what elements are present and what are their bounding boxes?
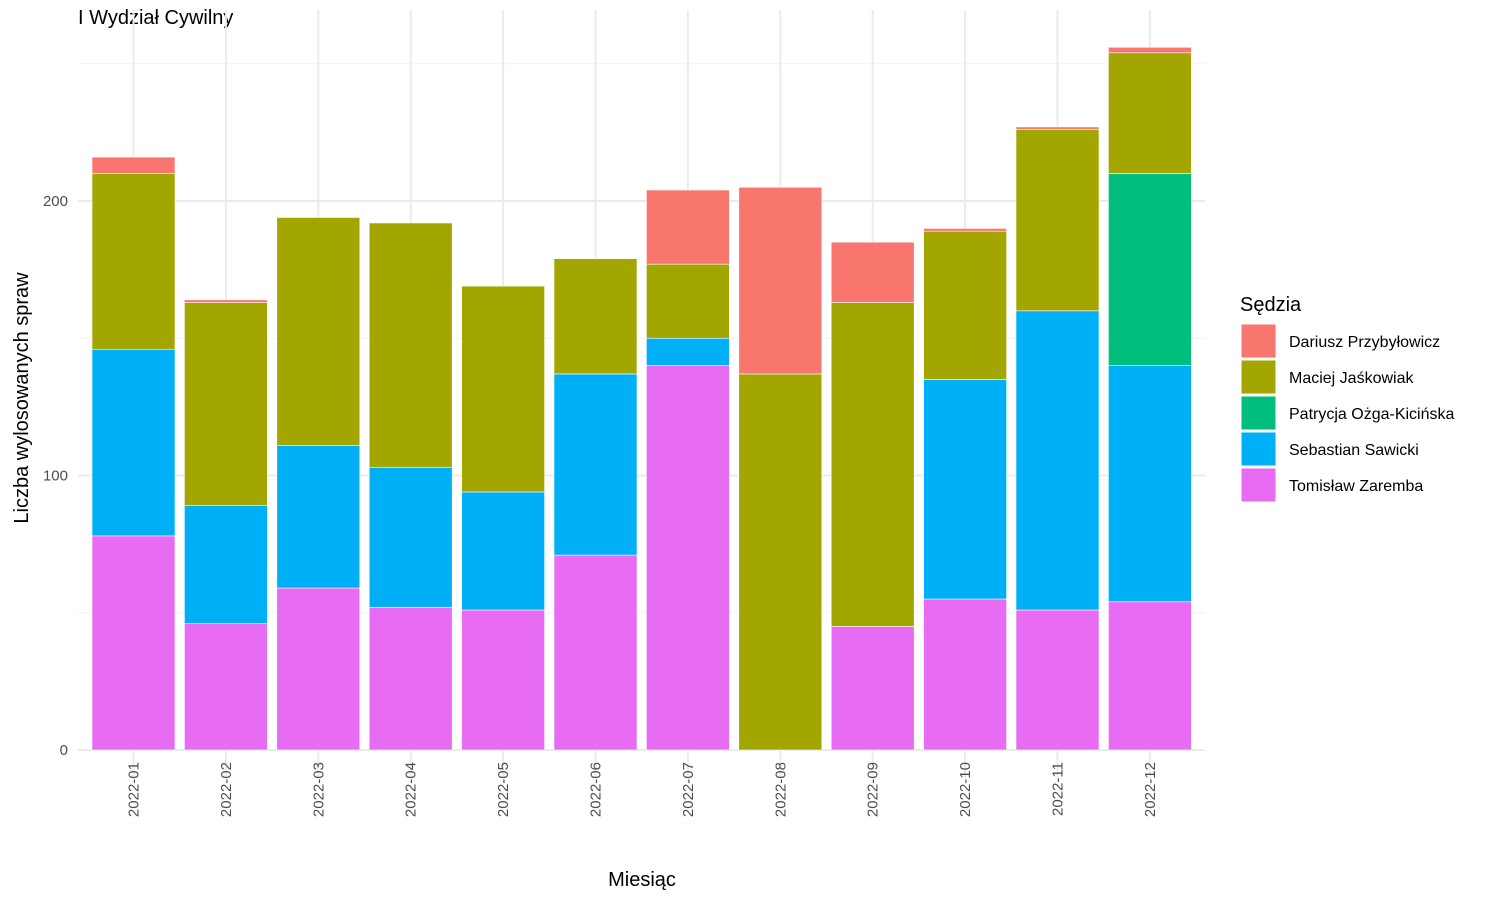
bar-segment bbox=[738, 373, 823, 751]
bar-segment bbox=[461, 491, 545, 611]
y-tick-label: 0 bbox=[60, 742, 68, 759]
bar-segment bbox=[923, 228, 1007, 232]
bar-segment bbox=[1108, 46, 1192, 54]
x-tick-label: 2022-11 bbox=[1050, 762, 1067, 816]
legend-swatch bbox=[1240, 359, 1277, 395]
bar-segment bbox=[1015, 129, 1100, 312]
legend-label: Sebastian Sawicki bbox=[1289, 442, 1419, 459]
bar-segment bbox=[276, 217, 361, 446]
legend-swatch bbox=[1240, 467, 1277, 503]
bar-segment bbox=[830, 241, 915, 303]
x-tick-label: 2022-01 bbox=[126, 762, 143, 817]
legend-title: Sędzia bbox=[1240, 294, 1302, 316]
legend-swatch bbox=[1240, 395, 1277, 431]
bar-segment bbox=[1108, 365, 1192, 603]
bar-segment bbox=[553, 373, 638, 556]
bar-segment bbox=[184, 623, 268, 751]
bar-segment bbox=[276, 587, 361, 751]
bar-segment bbox=[91, 535, 176, 751]
bar-segment bbox=[1015, 126, 1100, 130]
bar-segment bbox=[830, 302, 915, 627]
x-axis-ticks: 2022-01 2022-02 2022-03 2022-04 2022-05 2022-… bbox=[126, 762, 1159, 817]
bar-segment bbox=[91, 348, 176, 537]
bar-segment bbox=[1015, 310, 1100, 611]
x-axis-title: Miesiąc bbox=[608, 869, 676, 891]
y-axis-title: Liczba wylosowanych spraw bbox=[11, 272, 33, 524]
bar-segment bbox=[830, 626, 915, 751]
bar-segment bbox=[461, 285, 545, 493]
x-tick-label: 2022-10 bbox=[957, 762, 974, 817]
bar-segment bbox=[738, 186, 823, 375]
bar-segment bbox=[553, 554, 638, 751]
bar-segment bbox=[1108, 52, 1192, 174]
legend-label: Patrycja Ożga-Kicińska bbox=[1289, 406, 1454, 423]
bar-segment bbox=[91, 156, 176, 174]
bar-segment bbox=[368, 222, 453, 468]
bar-segment bbox=[646, 337, 730, 367]
y-tick-label: 100 bbox=[43, 468, 68, 485]
x-tick-label: 2022-05 bbox=[495, 762, 512, 817]
legend-swatch bbox=[1240, 323, 1277, 359]
bar-segment bbox=[646, 189, 730, 265]
chart-title: I Wydział Cywilny bbox=[78, 7, 234, 29]
x-tick-label: 2022-03 bbox=[310, 762, 327, 817]
legend-label: Maciej Jaśkowiak bbox=[1289, 370, 1414, 387]
bar-segment bbox=[91, 173, 176, 350]
legend-label: Dariusz Przybyłowicz bbox=[1289, 334, 1440, 351]
bar-segment bbox=[461, 609, 545, 751]
bar-segment bbox=[1108, 173, 1192, 366]
bar-segment bbox=[646, 263, 730, 339]
bars bbox=[91, 46, 1192, 751]
legend: Sędzia Dariusz Przybyłowicz Maciej Jaśkow… bbox=[1240, 294, 1454, 503]
bar-segment bbox=[184, 302, 268, 506]
bar-segment bbox=[646, 365, 730, 751]
bar-segment bbox=[1108, 601, 1192, 751]
bar-segment bbox=[368, 606, 453, 751]
x-tick-label: 2022-08 bbox=[772, 762, 789, 817]
y-axis-ticks: 0 100 200 bbox=[43, 193, 68, 759]
bar-segment bbox=[276, 445, 361, 589]
bar-segment bbox=[923, 379, 1007, 600]
bar-segment bbox=[923, 598, 1007, 751]
x-tick-label: 2022-09 bbox=[865, 762, 882, 817]
x-tick-label: 2022-02 bbox=[218, 762, 235, 817]
bar-segment bbox=[184, 299, 268, 303]
x-tick-label: 2022-04 bbox=[403, 762, 420, 817]
y-tick-label: 200 bbox=[43, 193, 68, 210]
x-tick-label: 2022-12 bbox=[1142, 762, 1159, 817]
x-tick-label: 2022-06 bbox=[588, 762, 605, 817]
legend-swatch bbox=[1240, 431, 1277, 467]
bar-segment bbox=[368, 466, 453, 608]
x-tick-label: 2022-07 bbox=[680, 762, 697, 817]
bar-segment bbox=[1015, 609, 1100, 751]
bar-segment bbox=[184, 505, 268, 625]
bar-segment bbox=[553, 258, 638, 375]
legend-label: Tomisław Zaremba bbox=[1289, 478, 1423, 495]
bar-segment bbox=[923, 230, 1007, 380]
